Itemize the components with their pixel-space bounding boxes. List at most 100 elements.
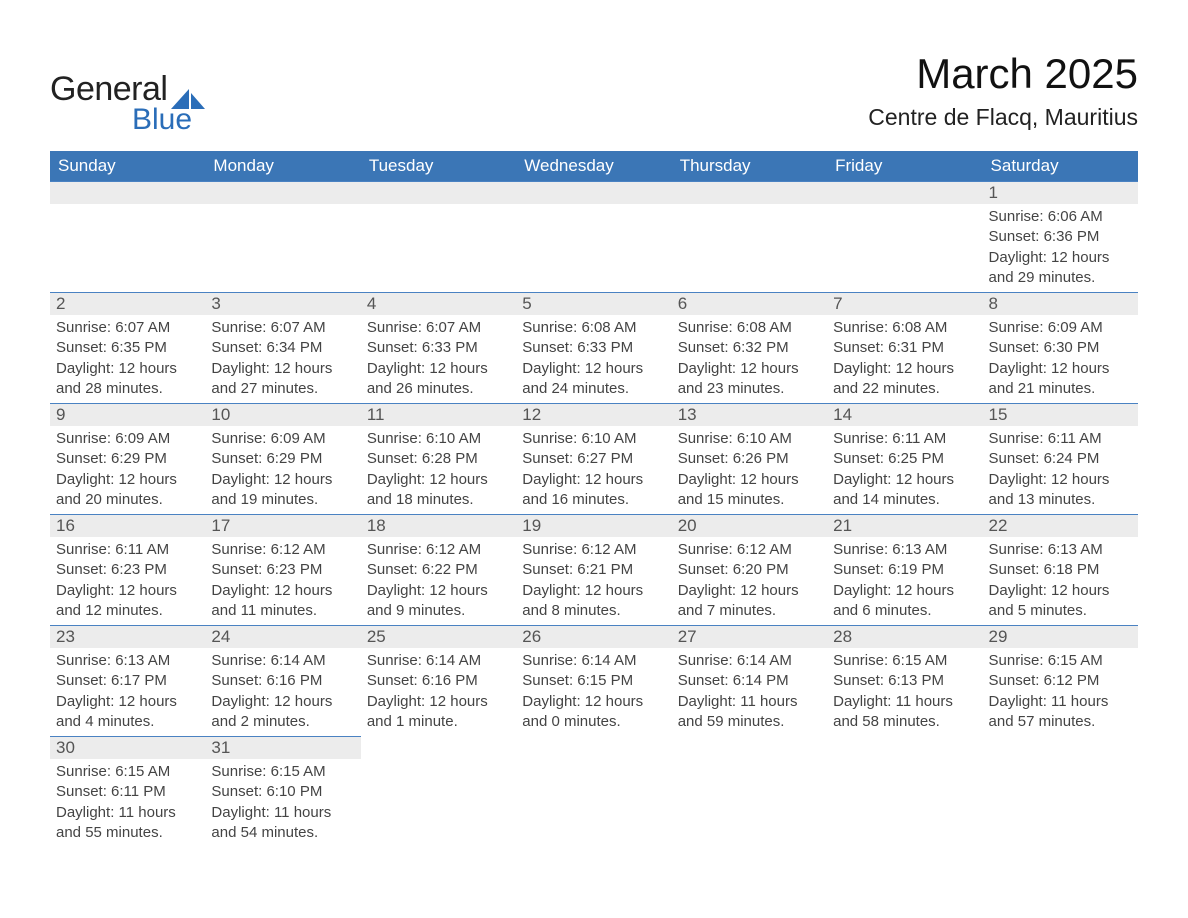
- day-number: [50, 182, 205, 204]
- calendar-cell: 8Sunrise: 6:09 AMSunset: 6:30 PMDaylight…: [983, 293, 1138, 404]
- day-number: 26: [516, 626, 671, 648]
- calendar-cell: 31Sunrise: 6:15 AMSunset: 6:10 PMDayligh…: [205, 737, 360, 848]
- day-number: 16: [50, 515, 205, 537]
- day-data: [672, 759, 827, 786]
- calendar-cell: [827, 182, 982, 293]
- day-number: 19: [516, 515, 671, 537]
- calendar-cell: 25Sunrise: 6:14 AMSunset: 6:16 PMDayligh…: [361, 626, 516, 737]
- calendar-cell: 10Sunrise: 6:09 AMSunset: 6:29 PMDayligh…: [205, 404, 360, 515]
- day-number: [205, 182, 360, 204]
- day-data: Sunrise: 6:09 AMSunset: 6:29 PMDaylight:…: [205, 426, 360, 514]
- day-number: 5: [516, 293, 671, 315]
- calendar-cell: 12Sunrise: 6:10 AMSunset: 6:27 PMDayligh…: [516, 404, 671, 515]
- calendar-cell: 23Sunrise: 6:13 AMSunset: 6:17 PMDayligh…: [50, 626, 205, 737]
- day-data: [516, 759, 671, 786]
- day-data: Sunrise: 6:08 AMSunset: 6:31 PMDaylight:…: [827, 315, 982, 403]
- day-number: [672, 737, 827, 759]
- day-number: 7: [827, 293, 982, 315]
- calendar-cell: 14Sunrise: 6:11 AMSunset: 6:25 PMDayligh…: [827, 404, 982, 515]
- day-data: Sunrise: 6:14 AMSunset: 6:14 PMDaylight:…: [672, 648, 827, 736]
- day-data: Sunrise: 6:14 AMSunset: 6:16 PMDaylight:…: [205, 648, 360, 736]
- day-number: [672, 182, 827, 204]
- day-number: 27: [672, 626, 827, 648]
- calendar-cell: 27Sunrise: 6:14 AMSunset: 6:14 PMDayligh…: [672, 626, 827, 737]
- calendar-cell: 3Sunrise: 6:07 AMSunset: 6:34 PMDaylight…: [205, 293, 360, 404]
- day-data: [983, 759, 1138, 786]
- title-block: March 2025 Centre de Flacq, Mauritius: [868, 50, 1138, 131]
- day-number: 11: [361, 404, 516, 426]
- day-data: Sunrise: 6:11 AMSunset: 6:25 PMDaylight:…: [827, 426, 982, 514]
- day-data: Sunrise: 6:15 AMSunset: 6:11 PMDaylight:…: [50, 759, 205, 847]
- day-data: Sunrise: 6:15 AMSunset: 6:10 PMDaylight:…: [205, 759, 360, 847]
- calendar-cell: [983, 737, 1138, 848]
- day-number: 6: [672, 293, 827, 315]
- day-number: 21: [827, 515, 982, 537]
- day-data: Sunrise: 6:15 AMSunset: 6:12 PMDaylight:…: [983, 648, 1138, 736]
- day-number: 17: [205, 515, 360, 537]
- day-number: [516, 182, 671, 204]
- day-number: [983, 737, 1138, 759]
- day-data: Sunrise: 6:14 AMSunset: 6:15 PMDaylight:…: [516, 648, 671, 736]
- calendar-cell: 2Sunrise: 6:07 AMSunset: 6:35 PMDaylight…: [50, 293, 205, 404]
- calendar-cell: [361, 182, 516, 293]
- calendar-cell: 5Sunrise: 6:08 AMSunset: 6:33 PMDaylight…: [516, 293, 671, 404]
- day-data: Sunrise: 6:12 AMSunset: 6:23 PMDaylight:…: [205, 537, 360, 625]
- calendar-cell: 16Sunrise: 6:11 AMSunset: 6:23 PMDayligh…: [50, 515, 205, 626]
- day-number: 22: [983, 515, 1138, 537]
- calendar-cell: 28Sunrise: 6:15 AMSunset: 6:13 PMDayligh…: [827, 626, 982, 737]
- day-number: 15: [983, 404, 1138, 426]
- day-number: 10: [205, 404, 360, 426]
- day-data: [361, 759, 516, 786]
- day-number: 3: [205, 293, 360, 315]
- day-data: [827, 204, 982, 282]
- weekday-header: Thursday: [672, 151, 827, 182]
- calendar-week: 9Sunrise: 6:09 AMSunset: 6:29 PMDaylight…: [50, 404, 1138, 515]
- calendar-cell: 15Sunrise: 6:11 AMSunset: 6:24 PMDayligh…: [983, 404, 1138, 515]
- calendar-cell: 9Sunrise: 6:09 AMSunset: 6:29 PMDaylight…: [50, 404, 205, 515]
- brand-word2: Blue: [132, 103, 205, 137]
- weekday-header: Monday: [205, 151, 360, 182]
- weekday-header: Wednesday: [516, 151, 671, 182]
- day-data: [361, 204, 516, 282]
- day-number: 18: [361, 515, 516, 537]
- day-number: 24: [205, 626, 360, 648]
- calendar-week: 23Sunrise: 6:13 AMSunset: 6:17 PMDayligh…: [50, 626, 1138, 737]
- calendar-cell: [50, 182, 205, 293]
- calendar-cell: 7Sunrise: 6:08 AMSunset: 6:31 PMDaylight…: [827, 293, 982, 404]
- day-data: Sunrise: 6:11 AMSunset: 6:23 PMDaylight:…: [50, 537, 205, 625]
- calendar-cell: [205, 182, 360, 293]
- day-number: 28: [827, 626, 982, 648]
- day-data: Sunrise: 6:07 AMSunset: 6:35 PMDaylight:…: [50, 315, 205, 403]
- calendar-cell: [361, 737, 516, 848]
- calendar-cell: 19Sunrise: 6:12 AMSunset: 6:21 PMDayligh…: [516, 515, 671, 626]
- day-number: 1: [983, 182, 1138, 204]
- day-data: [205, 204, 360, 282]
- calendar-cell: 30Sunrise: 6:15 AMSunset: 6:11 PMDayligh…: [50, 737, 205, 848]
- day-data: [516, 204, 671, 282]
- page-title: March 2025: [868, 50, 1138, 98]
- weekday-header: Saturday: [983, 151, 1138, 182]
- calendar-cell: 17Sunrise: 6:12 AMSunset: 6:23 PMDayligh…: [205, 515, 360, 626]
- day-data: Sunrise: 6:10 AMSunset: 6:28 PMDaylight:…: [361, 426, 516, 514]
- calendar-cell: 1Sunrise: 6:06 AMSunset: 6:36 PMDaylight…: [983, 182, 1138, 293]
- day-number: 13: [672, 404, 827, 426]
- calendar-cell: 11Sunrise: 6:10 AMSunset: 6:28 PMDayligh…: [361, 404, 516, 515]
- day-number: 14: [827, 404, 982, 426]
- calendar-week: 2Sunrise: 6:07 AMSunset: 6:35 PMDaylight…: [50, 293, 1138, 404]
- day-number: [516, 737, 671, 759]
- day-data: Sunrise: 6:08 AMSunset: 6:33 PMDaylight:…: [516, 315, 671, 403]
- calendar-cell: [516, 737, 671, 848]
- day-data: Sunrise: 6:06 AMSunset: 6:36 PMDaylight:…: [983, 204, 1138, 292]
- day-number: 9: [50, 404, 205, 426]
- day-data: Sunrise: 6:15 AMSunset: 6:13 PMDaylight:…: [827, 648, 982, 736]
- day-number: 12: [516, 404, 671, 426]
- location-label: Centre de Flacq, Mauritius: [868, 104, 1138, 131]
- day-number: 25: [361, 626, 516, 648]
- calendar-cell: 24Sunrise: 6:14 AMSunset: 6:16 PMDayligh…: [205, 626, 360, 737]
- calendar-cell: [672, 737, 827, 848]
- day-data: Sunrise: 6:09 AMSunset: 6:30 PMDaylight:…: [983, 315, 1138, 403]
- day-data: Sunrise: 6:10 AMSunset: 6:27 PMDaylight:…: [516, 426, 671, 514]
- day-data: [50, 204, 205, 282]
- calendar-week: 1Sunrise: 6:06 AMSunset: 6:36 PMDaylight…: [50, 182, 1138, 293]
- calendar-cell: [516, 182, 671, 293]
